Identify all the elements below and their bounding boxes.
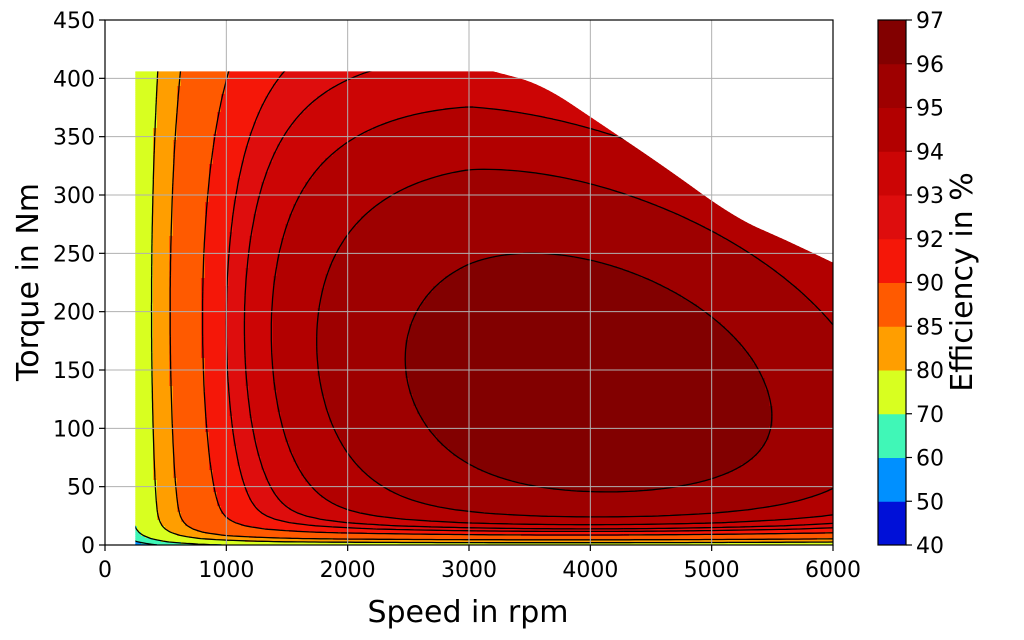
y-tick-label: 450 [53,9,95,34]
y-axis-title: Torque in Nm [11,183,46,382]
colorbar-tick-label: 95 [916,97,944,122]
colorbar-band-96-97 [878,20,906,65]
colorbar-band-50-60 [878,457,906,502]
contour-line-60 [135,540,157,545]
colorbar-title: Efficiency in % [945,172,980,391]
y-tick-label: 350 [53,126,95,151]
colorbar-band-94-95 [878,107,906,152]
x-tick-label: 6000 [805,558,861,583]
colorbar-tick-label: 92 [916,228,944,253]
x-axis-title: Speed in rpm [367,595,568,630]
colorbar-band-85-90 [878,282,906,327]
contour-line-85 [169,71,834,541]
colorbar-band-70-80 [878,370,906,415]
y-tick-label: 300 [53,184,95,209]
x-axis: 0 1000 2000 3000 4000 5000 6000 [98,545,861,583]
colorbar-band-80-85 [878,326,906,371]
colorbar-tick-label: 50 [916,490,944,515]
x-tick-label: 0 [98,558,112,583]
x-tick-label: 1000 [198,558,254,583]
colorbar-band-92-93 [878,195,906,240]
contour-line-95 [316,168,834,518]
colorbar-tick-label: 70 [916,403,944,428]
x-tick-label: 4000 [562,558,618,583]
colorbar-tick-label: 96 [916,53,944,78]
colorbar-band-40-50 [878,501,906,546]
colorbar-band-93-94 [878,151,906,196]
colorbar-band-90-92 [878,238,906,283]
colorbar-band-95-96 [878,63,906,108]
y-tick-label: 0 [81,534,95,559]
contour-line-80 [150,71,834,544]
colorbar-tick-label: 80 [916,359,944,384]
colorbar: 40 50 60 70 80 85 90 92 93 94 95 96 97 [877,9,944,559]
colorbar-tick-label: 94 [916,140,944,165]
x-tick-label: 5000 [684,558,740,583]
colorbar-tick-label: 60 [916,447,944,472]
plot-area [104,19,834,546]
colorbar-tick-label: 40 [916,534,944,559]
y-axis: 0 50 100 150 200 250 300 350 400 450 [53,9,105,559]
colorbar-tick-label: 97 [916,9,944,34]
y-tick-label: 50 [67,476,95,501]
colorbar-band-60-70 [878,413,906,458]
colorbar-tick-label: 93 [916,184,944,209]
y-tick-label: 150 [53,359,95,384]
colorbar-tick-label: 90 [916,272,944,297]
x-tick-label: 2000 [320,558,376,583]
contour-line-90 [201,71,834,536]
colorbar-tick-label: 85 [916,315,944,340]
y-tick-label: 100 [53,417,95,442]
x-tick-label: 3000 [441,558,497,583]
y-tick-label: 400 [53,67,95,92]
y-tick-label: 200 [53,301,95,326]
y-tick-label: 250 [53,242,95,267]
